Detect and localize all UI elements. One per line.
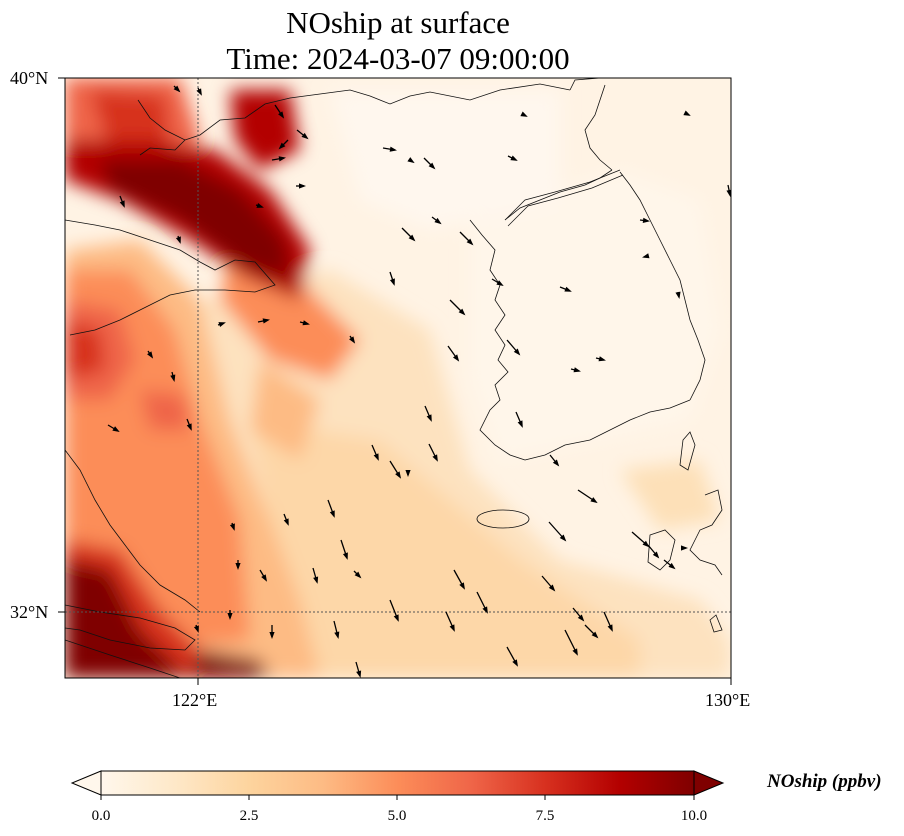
wind-vector-head bbox=[510, 155, 518, 161]
wind-vector-head bbox=[261, 574, 268, 582]
wind-vector-head bbox=[227, 613, 233, 620]
wind-vector-head bbox=[513, 348, 521, 356]
gridlines bbox=[65, 78, 731, 678]
wind-vector-head bbox=[482, 606, 488, 614]
colorbar-tick-0: 0.0 bbox=[91, 808, 111, 824]
colorbar-tick-2-5: 2.5 bbox=[239, 808, 259, 824]
coastlines bbox=[65, 78, 723, 678]
wind-vector-head bbox=[283, 518, 289, 526]
wind-vector-head bbox=[577, 614, 585, 622]
wind-vector-head bbox=[175, 236, 181, 244]
wind-vector-head bbox=[683, 110, 691, 116]
map-frame bbox=[64, 77, 732, 679]
wind-vector-head bbox=[389, 146, 397, 152]
wind-vector-head bbox=[598, 356, 606, 362]
wind-vector-head bbox=[218, 322, 226, 328]
wind-vector-head bbox=[642, 253, 650, 259]
wind-vector-head bbox=[229, 523, 235, 531]
wind-vector-head bbox=[235, 563, 241, 570]
wind-vector-head bbox=[572, 648, 578, 656]
wind-vector-head bbox=[393, 614, 399, 622]
wind-vector-head bbox=[452, 354, 460, 362]
wind-vector-head bbox=[170, 374, 176, 382]
colorbar-tick-7-5: 7.5 bbox=[535, 808, 555, 824]
wind-vector-head bbox=[342, 552, 348, 560]
wind-vector-head bbox=[299, 183, 306, 189]
wind-vector-head bbox=[256, 202, 264, 208]
wind-vector-head bbox=[434, 217, 442, 225]
wind-vector-head bbox=[278, 142, 286, 150]
wind-vector-head bbox=[459, 582, 465, 590]
wind-vector-head bbox=[193, 625, 199, 633]
wind-vector-head bbox=[354, 571, 362, 579]
wind-vector-head bbox=[449, 624, 455, 632]
wind-vector-head bbox=[573, 367, 581, 373]
concentration-field bbox=[65, 78, 731, 678]
wind-vector-head bbox=[564, 286, 572, 292]
colorbar-max-extend bbox=[693, 770, 725, 796]
wind-vector-head bbox=[552, 459, 560, 467]
lon-tick-label-122e: 122°E bbox=[172, 690, 218, 710]
wind-vector-head bbox=[395, 471, 402, 479]
colorbar-gradient bbox=[101, 771, 694, 795]
wind-vector-head bbox=[147, 351, 154, 359]
wind-vector-head bbox=[349, 336, 356, 344]
wind-vector-head bbox=[278, 111, 285, 119]
wind-vector-head bbox=[642, 217, 650, 223]
wind-vector-head bbox=[517, 420, 523, 428]
wind-vector-head bbox=[196, 88, 202, 96]
wind-vector-head bbox=[681, 545, 688, 551]
map-subtitle-time: Time: 2024-03-07 09:00:00 bbox=[226, 41, 570, 76]
wind-vector-head bbox=[428, 162, 436, 170]
wind-vector-head bbox=[334, 631, 340, 639]
wind-vector-head bbox=[432, 454, 438, 462]
wind-vector-head bbox=[426, 414, 432, 422]
lat-tick-label-40n: 40°N bbox=[10, 68, 49, 88]
wind-vector-head bbox=[356, 670, 362, 678]
wind-vector-head bbox=[668, 562, 676, 570]
wind-vector-head bbox=[496, 280, 504, 287]
wind-vector-head bbox=[466, 238, 474, 246]
map-title: NOship at surface bbox=[286, 5, 510, 40]
colorbar-min-extend bbox=[70, 770, 102, 796]
wind-vector-head bbox=[301, 132, 309, 140]
wind-vector-head bbox=[186, 423, 192, 431]
wind-vector-head bbox=[408, 234, 416, 242]
wind-vector-head bbox=[607, 624, 613, 632]
wind-vector-head bbox=[458, 308, 466, 316]
wind-vector-head bbox=[329, 510, 335, 518]
wind-vector-head bbox=[726, 189, 731, 197]
wind-vector-head bbox=[407, 157, 415, 164]
wind-vector-head bbox=[173, 85, 181, 93]
wind-vector-head bbox=[119, 200, 125, 208]
wind-vector-head bbox=[652, 551, 660, 559]
wind-vectors bbox=[107, 85, 731, 678]
wind-vector-head bbox=[520, 111, 528, 117]
wind-vector-head bbox=[590, 497, 598, 504]
wind-vector-head bbox=[262, 318, 270, 324]
wind-vector-head bbox=[389, 278, 395, 286]
wind-vector-head bbox=[112, 426, 120, 433]
colorbar bbox=[70, 770, 725, 800]
wind-vector-head bbox=[512, 659, 518, 667]
wind-vector-head bbox=[548, 584, 556, 592]
axis-ticks bbox=[58, 77, 732, 685]
wind-vector-head bbox=[313, 576, 319, 584]
wind-vector-head bbox=[302, 320, 310, 326]
lat-tick-label-32n: 32°N bbox=[10, 602, 49, 622]
wind-vector-head bbox=[405, 470, 411, 477]
colorbar-label: NOship (ppbv) bbox=[767, 771, 882, 792]
wind-vector-head bbox=[278, 156, 286, 162]
wind-vector-head bbox=[591, 631, 599, 639]
wind-vector-head bbox=[559, 534, 567, 542]
wind-vector-head bbox=[373, 453, 379, 461]
colorbar-tick-5: 5.0 bbox=[387, 808, 407, 824]
lon-tick-label-130e: 130°E bbox=[705, 690, 751, 710]
wind-vector-head bbox=[675, 291, 681, 299]
wind-vector-head bbox=[269, 632, 275, 639]
colorbar-tick-10: 10.0 bbox=[680, 808, 708, 824]
